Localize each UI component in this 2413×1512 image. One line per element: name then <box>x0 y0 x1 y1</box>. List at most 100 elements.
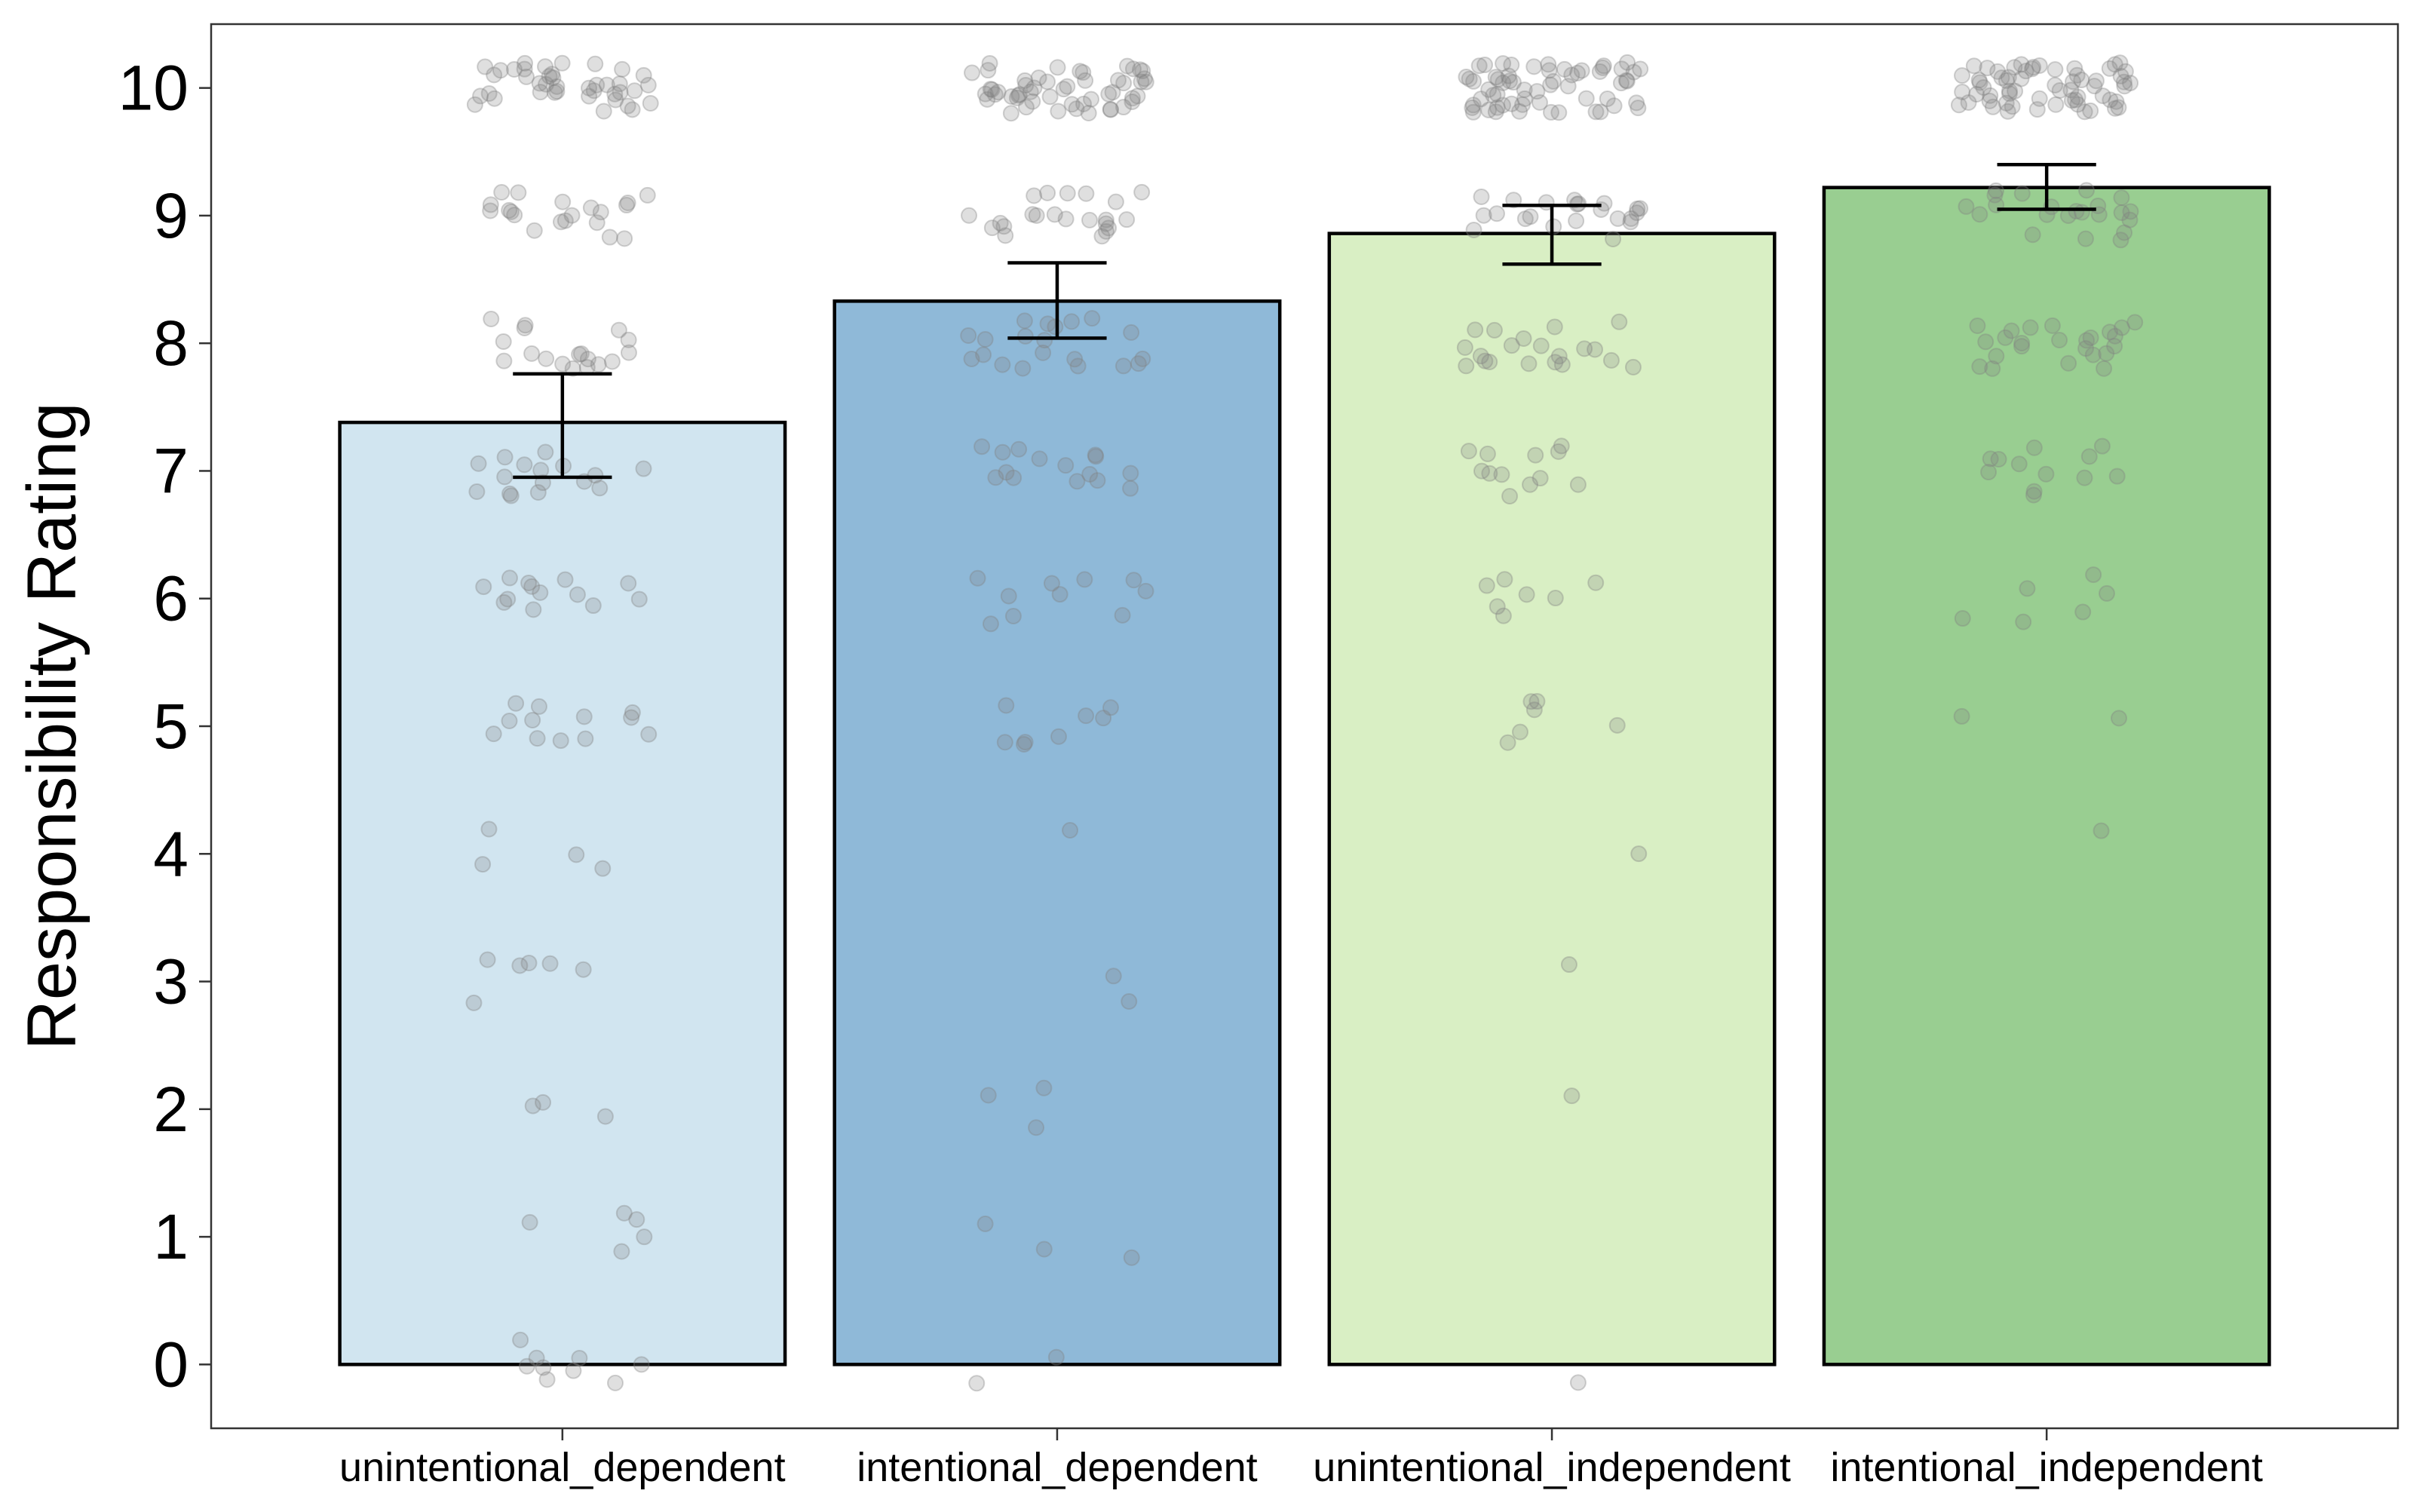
data-point <box>1130 355 1147 373</box>
data-point <box>1076 571 1093 588</box>
data-point <box>2108 93 2125 110</box>
data-point <box>510 184 527 201</box>
data-point <box>544 66 561 83</box>
data-point <box>2007 82 2024 100</box>
data-point <box>2094 87 2111 105</box>
data-point <box>1982 87 1999 104</box>
error-bar <box>513 372 612 480</box>
data-point <box>995 218 1013 235</box>
data-point <box>639 76 657 94</box>
data-point <box>607 91 624 109</box>
data-point <box>575 961 592 978</box>
data-point <box>2113 319 2130 336</box>
data-point <box>1594 59 1611 76</box>
data-point <box>502 487 520 505</box>
data-point <box>1476 57 1494 74</box>
data-point <box>1977 333 1994 351</box>
data-point <box>1971 74 1988 91</box>
data-point <box>2051 331 2068 348</box>
y-tick-label: 10 <box>118 53 189 124</box>
data-point <box>1479 445 1496 462</box>
data-point <box>1516 81 1533 99</box>
data-point <box>1031 450 1048 468</box>
data-point <box>2037 465 2055 483</box>
data-point <box>1115 75 1133 92</box>
error-bar <box>1007 261 1107 340</box>
data-point <box>590 356 607 373</box>
data-point <box>1036 332 1053 349</box>
data-point <box>506 207 523 224</box>
data-point <box>1516 90 1534 107</box>
x-tick-label: unintentional_dependent <box>339 1445 786 1490</box>
data-point <box>1478 577 1495 594</box>
data-point <box>2112 232 2129 249</box>
data-point <box>1632 60 1649 78</box>
data-point <box>1503 337 1520 354</box>
data-point <box>618 197 635 214</box>
data-point <box>532 584 549 601</box>
y-tick-label: 3 <box>153 946 189 1017</box>
data-point <box>1624 358 1642 376</box>
data-point <box>2013 334 2031 351</box>
data-point <box>1017 77 1035 94</box>
data-point <box>610 321 627 339</box>
data-point <box>571 1349 588 1366</box>
data-point <box>581 87 598 105</box>
data-point <box>620 575 637 592</box>
data-point <box>587 55 604 72</box>
data-point <box>2090 197 2107 214</box>
data-point <box>1605 97 1623 115</box>
data-point <box>1515 330 1532 347</box>
data-point <box>2076 103 2093 121</box>
data-point <box>1504 74 1522 91</box>
data-point <box>619 97 636 115</box>
data-point <box>1611 313 1628 330</box>
data-point <box>1516 210 1534 228</box>
data-point <box>548 83 566 100</box>
data-point <box>1035 1241 1053 1258</box>
data-point <box>2024 60 2041 78</box>
data-point <box>1540 56 1557 73</box>
data-point <box>1115 357 1132 375</box>
data-point <box>1528 83 1546 100</box>
data-point <box>1489 99 1506 116</box>
data-point <box>2022 319 2039 336</box>
data-point <box>1525 58 1543 75</box>
data-point <box>1051 586 1069 603</box>
data-point <box>1496 571 1513 588</box>
data-point <box>2017 63 2034 80</box>
data-point <box>1063 313 1081 330</box>
data-point <box>1605 230 1622 247</box>
data-point <box>1016 312 1033 330</box>
data-point <box>994 443 1011 461</box>
data-point <box>598 76 615 94</box>
data-point <box>2106 338 2123 355</box>
data-point <box>628 1211 645 1228</box>
data-point <box>1609 210 1627 227</box>
data-point <box>1114 606 1131 624</box>
data-point <box>2117 63 2134 80</box>
data-point <box>2093 822 2110 839</box>
data-point <box>1599 90 1616 107</box>
data-point <box>1105 968 1122 985</box>
data-point <box>1464 97 1482 114</box>
data-point <box>1024 206 1041 223</box>
data-point <box>1059 185 1076 202</box>
data-point <box>1122 465 1139 482</box>
data-point <box>1005 469 1023 486</box>
data-point <box>2044 317 2061 334</box>
data-point <box>2101 60 2118 77</box>
data-point <box>512 1331 529 1348</box>
data-point <box>2106 56 2123 73</box>
data-point <box>1039 315 1056 333</box>
data-point <box>2013 338 2030 355</box>
data-point <box>1050 728 1067 745</box>
data-point <box>501 485 519 502</box>
x-tick-label: intentional_dependent <box>857 1445 1257 1490</box>
data-point <box>1016 327 1034 345</box>
data-point <box>1531 94 1548 111</box>
data-point <box>1568 212 1585 229</box>
y-tick-label: 1 <box>153 1201 189 1272</box>
data-point <box>1043 575 1060 592</box>
